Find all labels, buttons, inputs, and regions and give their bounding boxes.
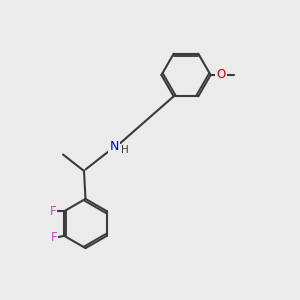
Text: F: F xyxy=(50,231,57,244)
Text: H: H xyxy=(121,145,128,155)
Text: N: N xyxy=(109,140,119,154)
Text: F: F xyxy=(50,205,56,218)
Text: O: O xyxy=(217,68,226,82)
